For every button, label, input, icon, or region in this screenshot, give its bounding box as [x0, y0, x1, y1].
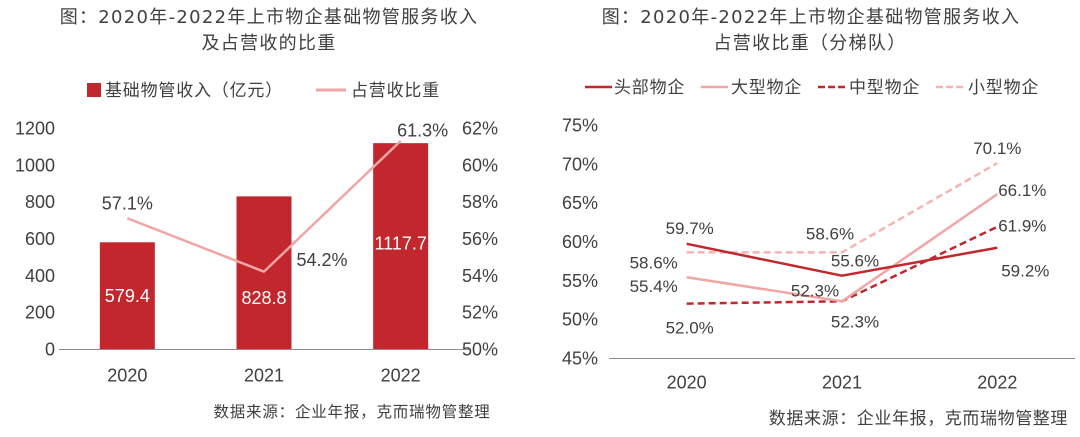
right-y-tick-label: 54%	[462, 266, 498, 286]
left-y-tick-label: 200	[25, 303, 55, 323]
x-tick-label: 2020	[107, 366, 147, 386]
left-chart-subtitle: 及占营收的比重	[201, 33, 336, 54]
y-tick-label: 60%	[562, 232, 598, 252]
legend-line-label: 占营收比重	[351, 81, 440, 101]
left-y-tick-label: 800	[25, 192, 55, 212]
y-tick-label: 65%	[562, 193, 598, 213]
small-tier-value-label: 58.6%	[806, 224, 854, 243]
left-chart-svg: 图：2020年-2022年上市物企基础物管服务收入 及占营收的比重 基础物管收入…	[15, 7, 498, 421]
left-chart-source: 数据来源：企业年报，克而瑞物管整理	[213, 403, 490, 421]
small-tier-value-label: 58.6%	[630, 253, 678, 272]
right-y-tick-label: 50%	[462, 340, 498, 360]
x-tick-label: 2021	[822, 373, 862, 393]
right-y-tick-label: 56%	[462, 229, 498, 249]
legend-head-tier-label: 头部物企	[614, 78, 685, 98]
legend-small-tier-label: 小型物企	[968, 78, 1039, 98]
large-tier-value-label: 55.4%	[630, 277, 678, 296]
right-chart-svg: 图：2020年-2022年上市物企基础物管服务收入 占营收比重（分梯队） 头部物…	[562, 7, 1075, 429]
legend-bar-swatch	[87, 83, 101, 97]
legend-large-tier-label: 大型物企	[731, 78, 802, 98]
right-chart-subtitle: 占营收比重（分梯队）	[714, 33, 907, 54]
head-tier-value-label: 55.6%	[831, 252, 879, 271]
right-chart-panel: 图：2020年-2022年上市物企基础物管服务收入 占营收比重（分梯队） 头部物…	[540, 0, 1080, 437]
bar	[99, 242, 155, 349]
left-chart-panel: 图：2020年-2022年上市物企基础物管服务收入 及占营收的比重 基础物管收入…	[15, 7, 498, 421]
bar-value-label: 828.8	[241, 288, 286, 308]
x-tick-label: 2022	[977, 373, 1017, 393]
share-value-label: 57.1%	[102, 194, 153, 214]
right-y-tick-label: 58%	[462, 192, 498, 212]
y-tick-label: 70%	[562, 154, 598, 174]
legend-bar-label: 基础物管收入（亿元）	[105, 81, 283, 101]
left-legend: 基础物管收入（亿元） 占营收比重	[87, 81, 440, 101]
head-tier-value-label: 59.2%	[1001, 262, 1049, 281]
left-y-tick-label: 0	[45, 340, 55, 360]
head-tier-line	[686, 242, 998, 277]
head-tier-value-label: 59.7%	[666, 219, 714, 238]
share-value-label: 54.2%	[296, 250, 347, 270]
x-tick-label: 2020	[667, 373, 707, 393]
y-tick-label: 55%	[562, 271, 598, 291]
left-y-tick-label: 600	[25, 229, 55, 249]
y-tick-label: 75%	[562, 116, 598, 136]
left-chart-title: 图：2020年-2022年上市物企基础物管服务收入	[60, 7, 479, 28]
x-tick-label: 2021	[244, 366, 284, 386]
mid-tier-value-label: 52.0%	[666, 319, 714, 338]
legend-mid-tier-label: 中型物企	[849, 78, 920, 98]
small-tier-value-label: 70.1%	[973, 139, 1021, 158]
mid-tier-value-label: 52.3%	[831, 312, 879, 331]
share-value-label: 61.3%	[397, 120, 448, 140]
large-tier-value-label: 52.3%	[791, 281, 839, 300]
bar	[373, 143, 429, 349]
left-y-tick-label: 400	[25, 266, 55, 286]
left-plot: 0 200 400 600 800 1000 1200 50% 52% 54% 56% 58% 60% 6…	[15, 119, 498, 386]
right-chart-source: 数据来源：企业年报，克而瑞物管整理	[769, 409, 1068, 429]
y-tick-label: 45%	[562, 349, 598, 369]
bar-value-label: 579.4	[105, 286, 150, 306]
large-tier-line	[686, 193, 999, 303]
bar-value-label: 1117.7	[374, 234, 426, 254]
right-plot: 45% 50% 55% 60% 65% 70% 75% 2020 2021 2022 59.7% 55…	[562, 116, 1075, 393]
right-y-tick-label: 52%	[462, 303, 498, 323]
x-tick-label: 2022	[381, 366, 421, 386]
right-y-tick-label: 60%	[462, 155, 498, 175]
left-y-tick-label: 1000	[15, 155, 55, 175]
large-tier-value-label: 66.1%	[998, 181, 1046, 200]
right-chart-title: 图：2020年-2022年上市物企基础物管服务收入	[602, 7, 1021, 28]
y-tick-label: 50%	[562, 310, 598, 330]
left-y-tick-label: 1200	[15, 119, 55, 139]
small-tier-line	[686, 161, 998, 254]
share-line	[126, 139, 402, 273]
right-y-tick-label: 62%	[462, 119, 498, 139]
mid-tier-value-label: 61.9%	[998, 217, 1046, 236]
right-legend: 头部物企 大型物企 中型物企 小型物企	[585, 78, 1039, 98]
